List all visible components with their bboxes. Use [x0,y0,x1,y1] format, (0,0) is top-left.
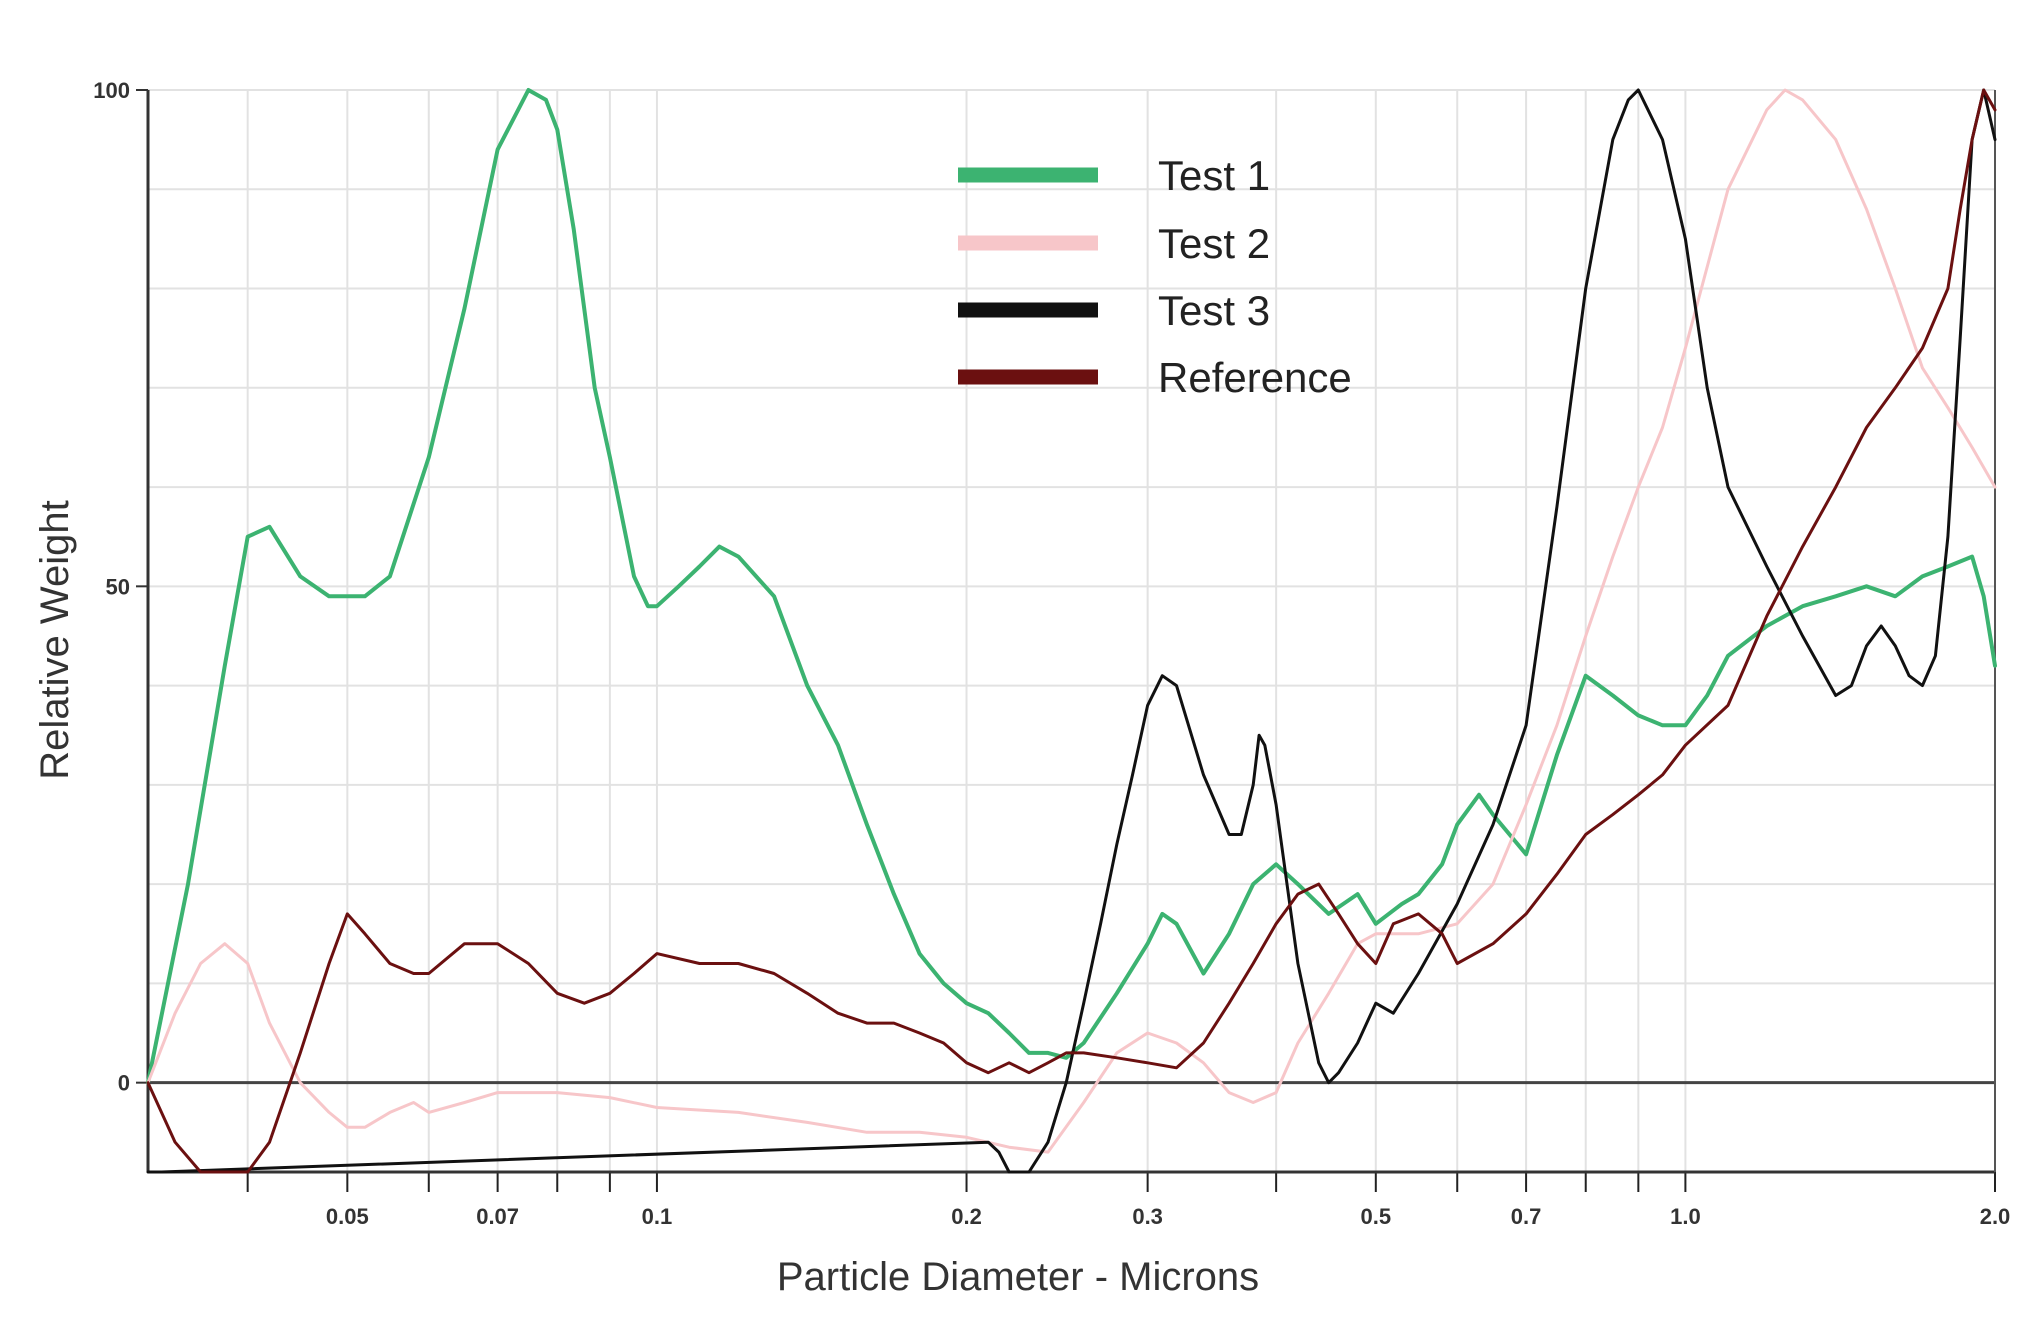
x-tick-label: 0.3 [1132,1204,1163,1229]
axes [136,89,1996,1192]
y-tick-label: 50 [106,574,130,599]
legend-label-test-3: Test 3 [1158,287,1270,334]
legend-label-test-1: Test 1 [1158,152,1270,199]
series-line-reference [146,88,1997,1174]
tick-labels: 0.05 0.07 0.1 0.2 0.3 0.5 0.7 1.0 2.0 0 50 100 [93,78,2010,1229]
series-lines [146,88,1997,1174]
x-tick-label: 0.05 [326,1204,369,1229]
series-line-test-2 [146,88,1997,1154]
legend-label-reference: Reference [1158,354,1352,401]
x-tick-label: 0.5 [1361,1204,1392,1229]
x-tick-label: 0.1 [642,1204,673,1229]
x-tick-label: 0.7 [1511,1204,1542,1229]
grid [148,89,1996,1172]
series-line-test-1 [146,88,1997,1085]
x-tick-label: 2.0 [1980,1204,2011,1229]
y-tick-label: 0 [118,1071,130,1096]
x-axis-title: Particle Diameter - Microns [777,1255,1259,1299]
y-tick-label: 100 [93,78,130,103]
x-tick-label: 0.2 [951,1204,982,1229]
y-axis-title: Relative Weight [33,500,77,779]
legend-label-test-2: Test 2 [1158,220,1270,267]
x-tick-label: 1.0 [1670,1204,1701,1229]
legend: Test 1 Test 2 Test 3 Reference [958,152,1352,401]
x-tick-label: 0.07 [476,1204,519,1229]
series-line-test-3 [146,88,1997,1174]
